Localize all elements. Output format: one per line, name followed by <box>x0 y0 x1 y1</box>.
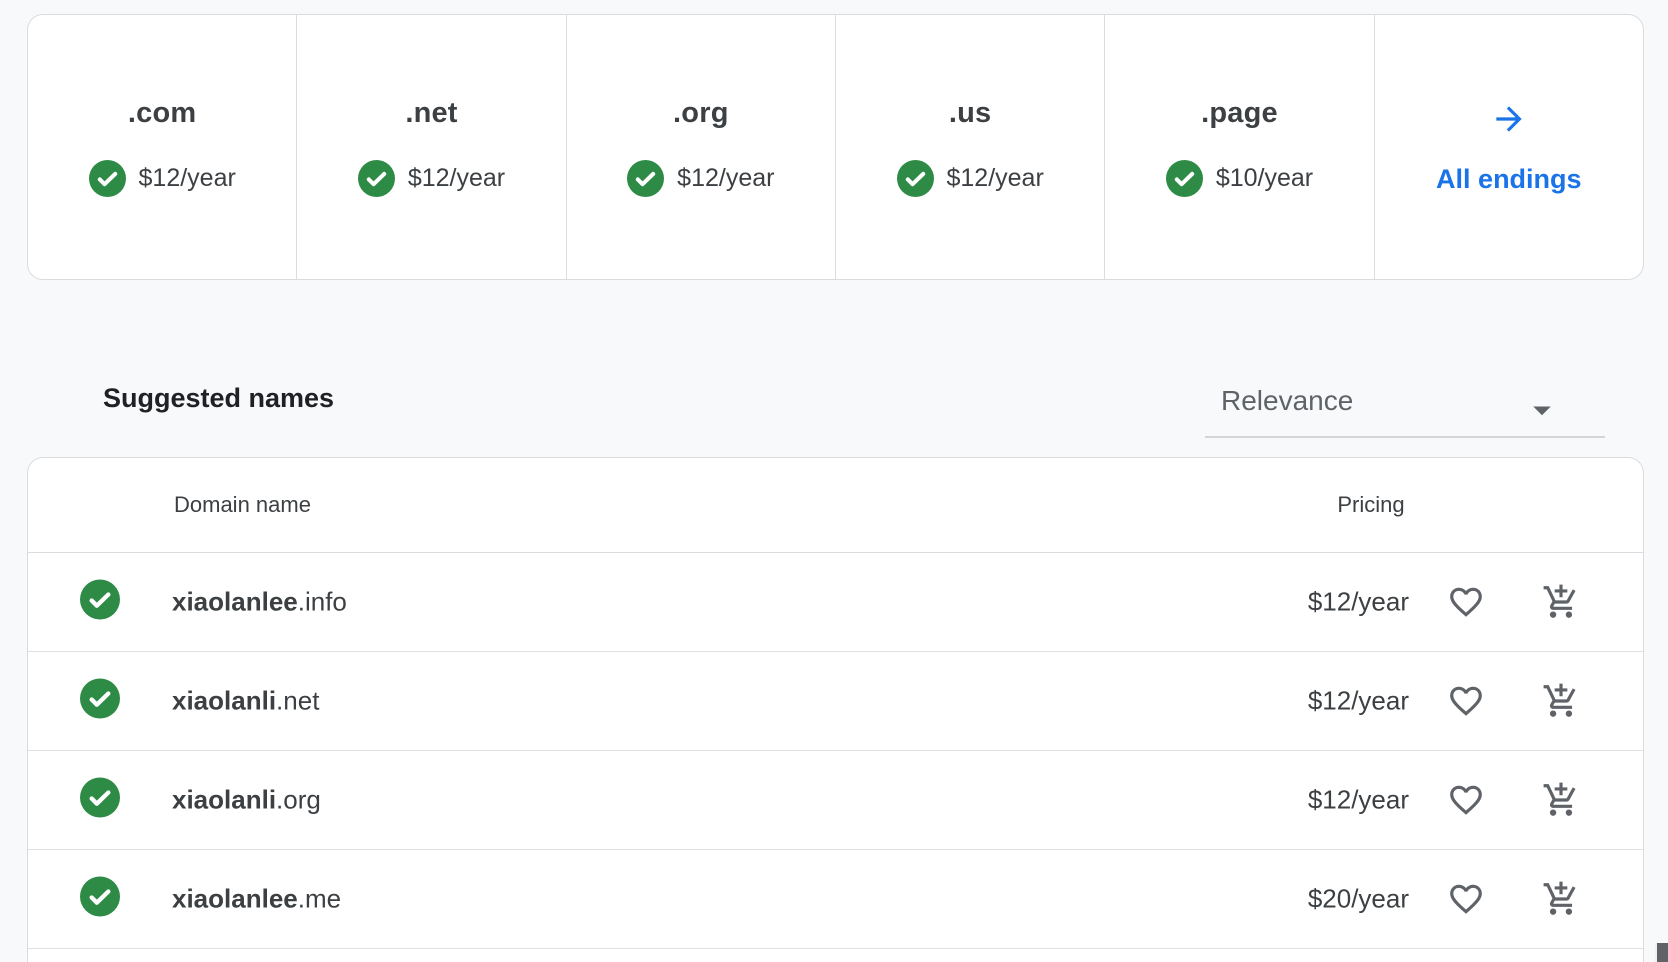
ending-price: $10/year <box>1215 164 1314 192</box>
domain-price: $12/year <box>1307 586 1409 617</box>
add-to-cart-button[interactable] <box>1541 780 1581 820</box>
ending-price: $12/year <box>138 164 236 192</box>
domain-base: xiaolanli <box>172 685 277 716</box>
favorite-heart-button[interactable] <box>1446 879 1486 919</box>
domain-tld: .net <box>276 685 320 716</box>
domain-tld: .me <box>297 883 342 914</box>
suggested-names-table: Domain name Pricing xiaolanlee.info $12/… <box>27 457 1644 962</box>
ending-tld: .org <box>673 97 729 129</box>
available-check-icon <box>88 160 126 197</box>
ending-tld: .net <box>405 97 458 129</box>
ending-tld: .us <box>948 97 992 129</box>
available-check-icon <box>627 160 665 197</box>
available-check-icon <box>1165 160 1203 197</box>
all-endings-label: All endings <box>1436 163 1582 194</box>
ending-price: $12/year <box>677 164 775 192</box>
domain-name: xiaolanli.org <box>172 785 321 816</box>
scrollbar-thumb[interactable] <box>1655 943 1668 962</box>
available-check-icon <box>80 876 120 922</box>
suggested-names-title: Suggested names <box>103 383 335 413</box>
available-check-icon <box>80 777 120 823</box>
column-header-pricing: Pricing <box>1337 492 1405 517</box>
chevron-down-icon <box>1521 389 1563 431</box>
domain-price: $12/year <box>1307 784 1409 815</box>
column-header-domain-name: Domain name <box>174 492 311 517</box>
domain-base: xiaolanli <box>172 784 277 815</box>
ending-price: $12/year <box>407 164 506 192</box>
domain-tld: .info <box>297 586 347 617</box>
available-check-icon <box>80 678 120 724</box>
domain-endings-bar: .com $12/year .net $12/year .org $12/yea… <box>27 14 1644 280</box>
ending-card-com[interactable]: .com $12/year <box>28 15 298 279</box>
domain-base: xiaolanlee <box>172 586 298 617</box>
table-header: Domain name Pricing <box>28 458 1643 553</box>
sort-dropdown-value: Relevance <box>1221 384 1354 416</box>
available-check-icon <box>896 160 934 197</box>
table-row: xiaolanlee.me $20/year <box>28 850 1643 949</box>
ending-price: $12/year <box>946 164 1044 192</box>
table-row: xiaolanlee.info $12/year <box>28 553 1643 652</box>
domain-name: xiaolanlee.info <box>172 587 347 618</box>
favorite-heart-button[interactable] <box>1446 681 1486 721</box>
domain-price: $20/year <box>1307 883 1409 914</box>
partial-next-row <box>28 949 1643 962</box>
table-row: xiaolanli.org $12/year <box>28 751 1643 850</box>
ending-card-us[interactable]: .us $12/year <box>836 15 1106 279</box>
favorite-heart-button[interactable] <box>1446 582 1486 622</box>
ending-tld: .page <box>1201 97 1278 129</box>
domain-name: xiaolanli.net <box>172 686 319 717</box>
ending-tld: .com <box>127 97 197 129</box>
favorite-heart-button[interactable] <box>1446 780 1486 820</box>
domain-name: xiaolanlee.me <box>172 884 341 915</box>
domain-base: xiaolanlee <box>172 883 298 914</box>
all-endings-card[interactable]: All endings <box>1375 15 1643 279</box>
sort-dropdown[interactable]: Relevance <box>1205 365 1605 438</box>
add-to-cart-button[interactable] <box>1541 879 1581 919</box>
available-check-icon <box>357 160 395 197</box>
add-to-cart-button[interactable] <box>1541 681 1581 721</box>
available-check-icon <box>80 579 120 625</box>
arrow-forward-icon <box>1490 100 1528 138</box>
ending-card-page[interactable]: .page $10/year <box>1105 15 1375 279</box>
ending-card-org[interactable]: .org $12/year <box>567 15 836 279</box>
table-row: xiaolanli.net $12/year <box>28 652 1643 751</box>
ending-card-net[interactable]: .net $12/year <box>297 15 567 279</box>
domain-price: $12/year <box>1307 685 1409 716</box>
add-to-cart-button[interactable] <box>1541 582 1581 622</box>
domain-tld: .org <box>276 784 321 815</box>
